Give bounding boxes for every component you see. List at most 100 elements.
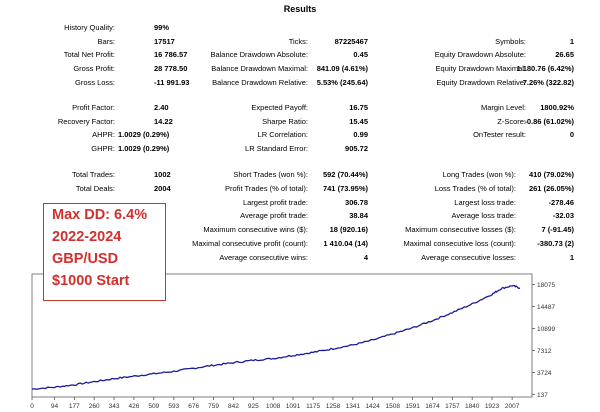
largest-profit-value: 306.78 xyxy=(345,198,368,207)
max-consec-wins-value: 18 (920.16) xyxy=(329,225,368,234)
x-tick-label: 177 xyxy=(69,403,80,410)
y-tick-label: 18075 xyxy=(537,282,555,289)
max-consec-profit-value: 1 410.04 (14) xyxy=(323,239,368,248)
balance-line xyxy=(31,284,521,390)
x-tick-label: 842 xyxy=(228,403,239,410)
average-loss-label: Average loss trade: xyxy=(451,211,516,220)
balance-dd-rel-value: 5.53% (245.64) xyxy=(316,78,368,87)
average-profit-label: Average profit trade: xyxy=(240,211,308,220)
margin-level-label: Margin Level: xyxy=(480,103,526,112)
lr-correlation-value: 0.99 xyxy=(353,130,368,139)
balance-dd-max-label: Balance Drawdown Maximal: xyxy=(211,64,308,73)
net-profit-value: 16 786.57 xyxy=(154,50,188,59)
balance-dd-rel-label: Balance Drawdown Relative: xyxy=(212,78,308,87)
ghpr-value: 1.0029 (0.29%) xyxy=(118,144,170,153)
loss-trades-value: 261 (26.05%) xyxy=(528,184,574,193)
z-score-value: -0.86 (61.02%) xyxy=(524,117,574,126)
ontester-value: 0 xyxy=(569,130,574,139)
avg-consec-losses-value: 1 xyxy=(569,253,574,262)
balance-dd-max-value: 841.09 (4.61%) xyxy=(316,64,368,73)
ticks-value: 87225467 xyxy=(334,37,368,46)
total-trades-value: 1002 xyxy=(154,170,171,179)
lr-correlation-label: LR Correlation: xyxy=(257,130,308,139)
long-trades-value: 410 (79.02%) xyxy=(528,170,574,179)
lr-std-error-value: 905.72 xyxy=(345,144,368,153)
x-tick-label: 2007 xyxy=(505,403,520,410)
margin-level-value: 1800.92% xyxy=(540,103,574,112)
expected-payoff-label: Expected Payoff: xyxy=(251,103,308,112)
ahpr-value: 1.0029 (0.29%) xyxy=(118,130,170,139)
equity-dd-max-value: 1 180.76 (6.42%) xyxy=(516,64,574,73)
largest-profit-label: Largest profit trade: xyxy=(242,198,308,207)
callout-max-dd: Max DD: 6.4% xyxy=(52,207,148,223)
x-tick-label: 1175 xyxy=(306,403,320,410)
total-deals-value: 2004 xyxy=(154,184,171,193)
symbols-label: Symbols: xyxy=(495,37,526,46)
bars-label: Bars: xyxy=(97,37,115,46)
x-tick-label: 1008 xyxy=(266,403,281,410)
recovery-factor-label: Recovery Factor: xyxy=(57,117,115,126)
x-tick-label: 1091 xyxy=(286,403,301,410)
x-tick-label: 0 xyxy=(30,403,34,410)
loss-trades-label: Loss Trades (% of total): xyxy=(434,184,516,193)
gross-profit-value: 28 778.50 xyxy=(154,64,188,73)
max-consec-loss-value: -380.73 (2) xyxy=(537,239,574,248)
y-tick-label: 137 xyxy=(537,392,548,399)
x-tick-label: 94 xyxy=(51,403,59,410)
equity-dd-rel-label: Equity Drawdown Relative: xyxy=(436,78,526,87)
ahpr-label: AHPR: xyxy=(92,130,115,139)
x-tick-label: 676 xyxy=(188,403,199,410)
total-deals-label: Total Deals: xyxy=(75,184,115,193)
x-tick-label: 1591 xyxy=(405,403,420,410)
x-tick-label: 1341 xyxy=(346,403,361,410)
profit-factor-label: Profit Factor: xyxy=(72,103,115,112)
gross-profit-label: Gross Profit: xyxy=(73,64,115,73)
lr-std-error-label: LR Standard Error: xyxy=(245,144,308,153)
profit-trades-label: Profit Trades (% of total): xyxy=(225,184,308,193)
equity-dd-abs-value: 26.65 xyxy=(555,50,574,59)
avg-consec-losses-label: Average consecutive losses: xyxy=(421,253,516,262)
z-score-label: Z-Score: xyxy=(497,117,526,126)
profit-factor-value: 2.40 xyxy=(154,103,169,112)
short-trades-label: Short Trades (won %): xyxy=(233,170,308,179)
x-tick-label: 1757 xyxy=(445,403,460,410)
net-profit-label: Total Net Profit: xyxy=(63,50,115,59)
equity-dd-abs-label: Equity Drawdown Absolute: xyxy=(434,50,526,59)
history-quality-label: History Quality: xyxy=(64,23,115,32)
sharpe-label: Sharpe Ratio: xyxy=(262,117,308,126)
history-quality-value: 99% xyxy=(154,23,170,32)
callout-years: 2022-2024 xyxy=(52,229,122,245)
x-tick-label: 260 xyxy=(89,403,100,410)
x-tick-label: 1424 xyxy=(365,403,380,410)
y-tick-label: 14487 xyxy=(537,304,555,311)
recovery-factor-value: 14.22 xyxy=(154,117,173,126)
callout-pair: GBP/USD xyxy=(52,251,119,267)
equity-dd-max-label: Equity Drawdown Maximal: xyxy=(435,64,526,73)
x-tick-label: 509 xyxy=(148,403,159,410)
gross-loss-value: -11 991.93 xyxy=(154,78,190,87)
short-trades-value: 592 (70.44%) xyxy=(322,170,368,179)
y-tick-label: 3724 xyxy=(537,370,552,377)
x-tick-label: 1258 xyxy=(326,403,341,410)
symbols-value: 1 xyxy=(569,37,574,46)
sharpe-value: 15.45 xyxy=(349,117,368,126)
balance-dd-abs-label: Balance Drawdown Absolute: xyxy=(210,50,308,59)
y-tick-label: 10899 xyxy=(537,326,555,333)
x-tick-label: 1674 xyxy=(425,403,440,410)
max-consec-losses-label: Maximum consecutive losses ($): xyxy=(405,225,516,234)
long-trades-label: Long Trades (won %): xyxy=(442,170,516,179)
balance-dd-abs-value: 0.45 xyxy=(353,50,368,59)
ghpr-label: GHPR: xyxy=(91,144,115,153)
max-consec-losses-value: 7 (-91.45) xyxy=(541,225,574,234)
bars-value: 17517 xyxy=(154,37,175,46)
x-tick-label: 343 xyxy=(109,403,120,410)
average-profit-value: 38.84 xyxy=(349,211,368,220)
x-tick-label: 759 xyxy=(208,403,219,410)
equity-dd-rel-value: 7.26% (322.82) xyxy=(522,78,574,87)
average-loss-value: -32.03 xyxy=(552,211,574,220)
max-consec-wins-label: Maximum consecutive wins ($): xyxy=(203,225,308,234)
max-consec-loss-label: Maximal consecutive loss (count): xyxy=(403,239,516,248)
x-tick-label: 1840 xyxy=(465,403,480,410)
gross-loss-label: Gross Loss: xyxy=(74,78,115,87)
avg-consec-wins-value: 4 xyxy=(363,253,368,262)
